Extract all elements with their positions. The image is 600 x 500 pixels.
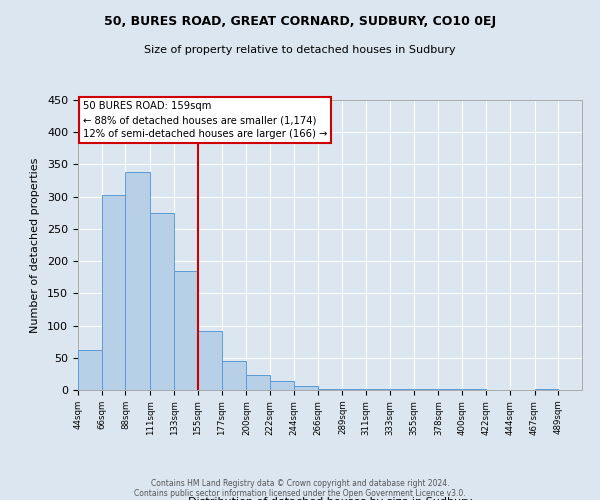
Bar — [247, 375, 270, 390]
Bar — [78, 350, 102, 390]
Bar — [102, 194, 125, 390]
Bar — [343, 388, 366, 390]
Bar — [317, 388, 343, 390]
Bar — [294, 386, 317, 390]
Bar — [174, 272, 198, 390]
Bar — [151, 213, 174, 390]
Bar — [270, 381, 294, 390]
Bar — [221, 361, 247, 390]
Text: Size of property relative to detached houses in Sudbury: Size of property relative to detached ho… — [144, 45, 456, 55]
Bar — [198, 332, 221, 390]
Y-axis label: Number of detached properties: Number of detached properties — [30, 158, 40, 332]
Bar — [125, 172, 151, 390]
Text: Contains HM Land Registry data © Crown copyright and database right 2024.: Contains HM Land Registry data © Crown c… — [151, 478, 449, 488]
Text: Contains public sector information licensed under the Open Government Licence v3: Contains public sector information licen… — [134, 488, 466, 498]
Text: 50, BURES ROAD, GREAT CORNARD, SUDBURY, CO10 0EJ: 50, BURES ROAD, GREAT CORNARD, SUDBURY, … — [104, 15, 496, 28]
Text: 50 BURES ROAD: 159sqm
← 88% of detached houses are smaller (1,174)
12% of semi-d: 50 BURES ROAD: 159sqm ← 88% of detached … — [83, 102, 328, 140]
X-axis label: Distribution of detached houses by size in Sudbury: Distribution of detached houses by size … — [188, 497, 472, 500]
